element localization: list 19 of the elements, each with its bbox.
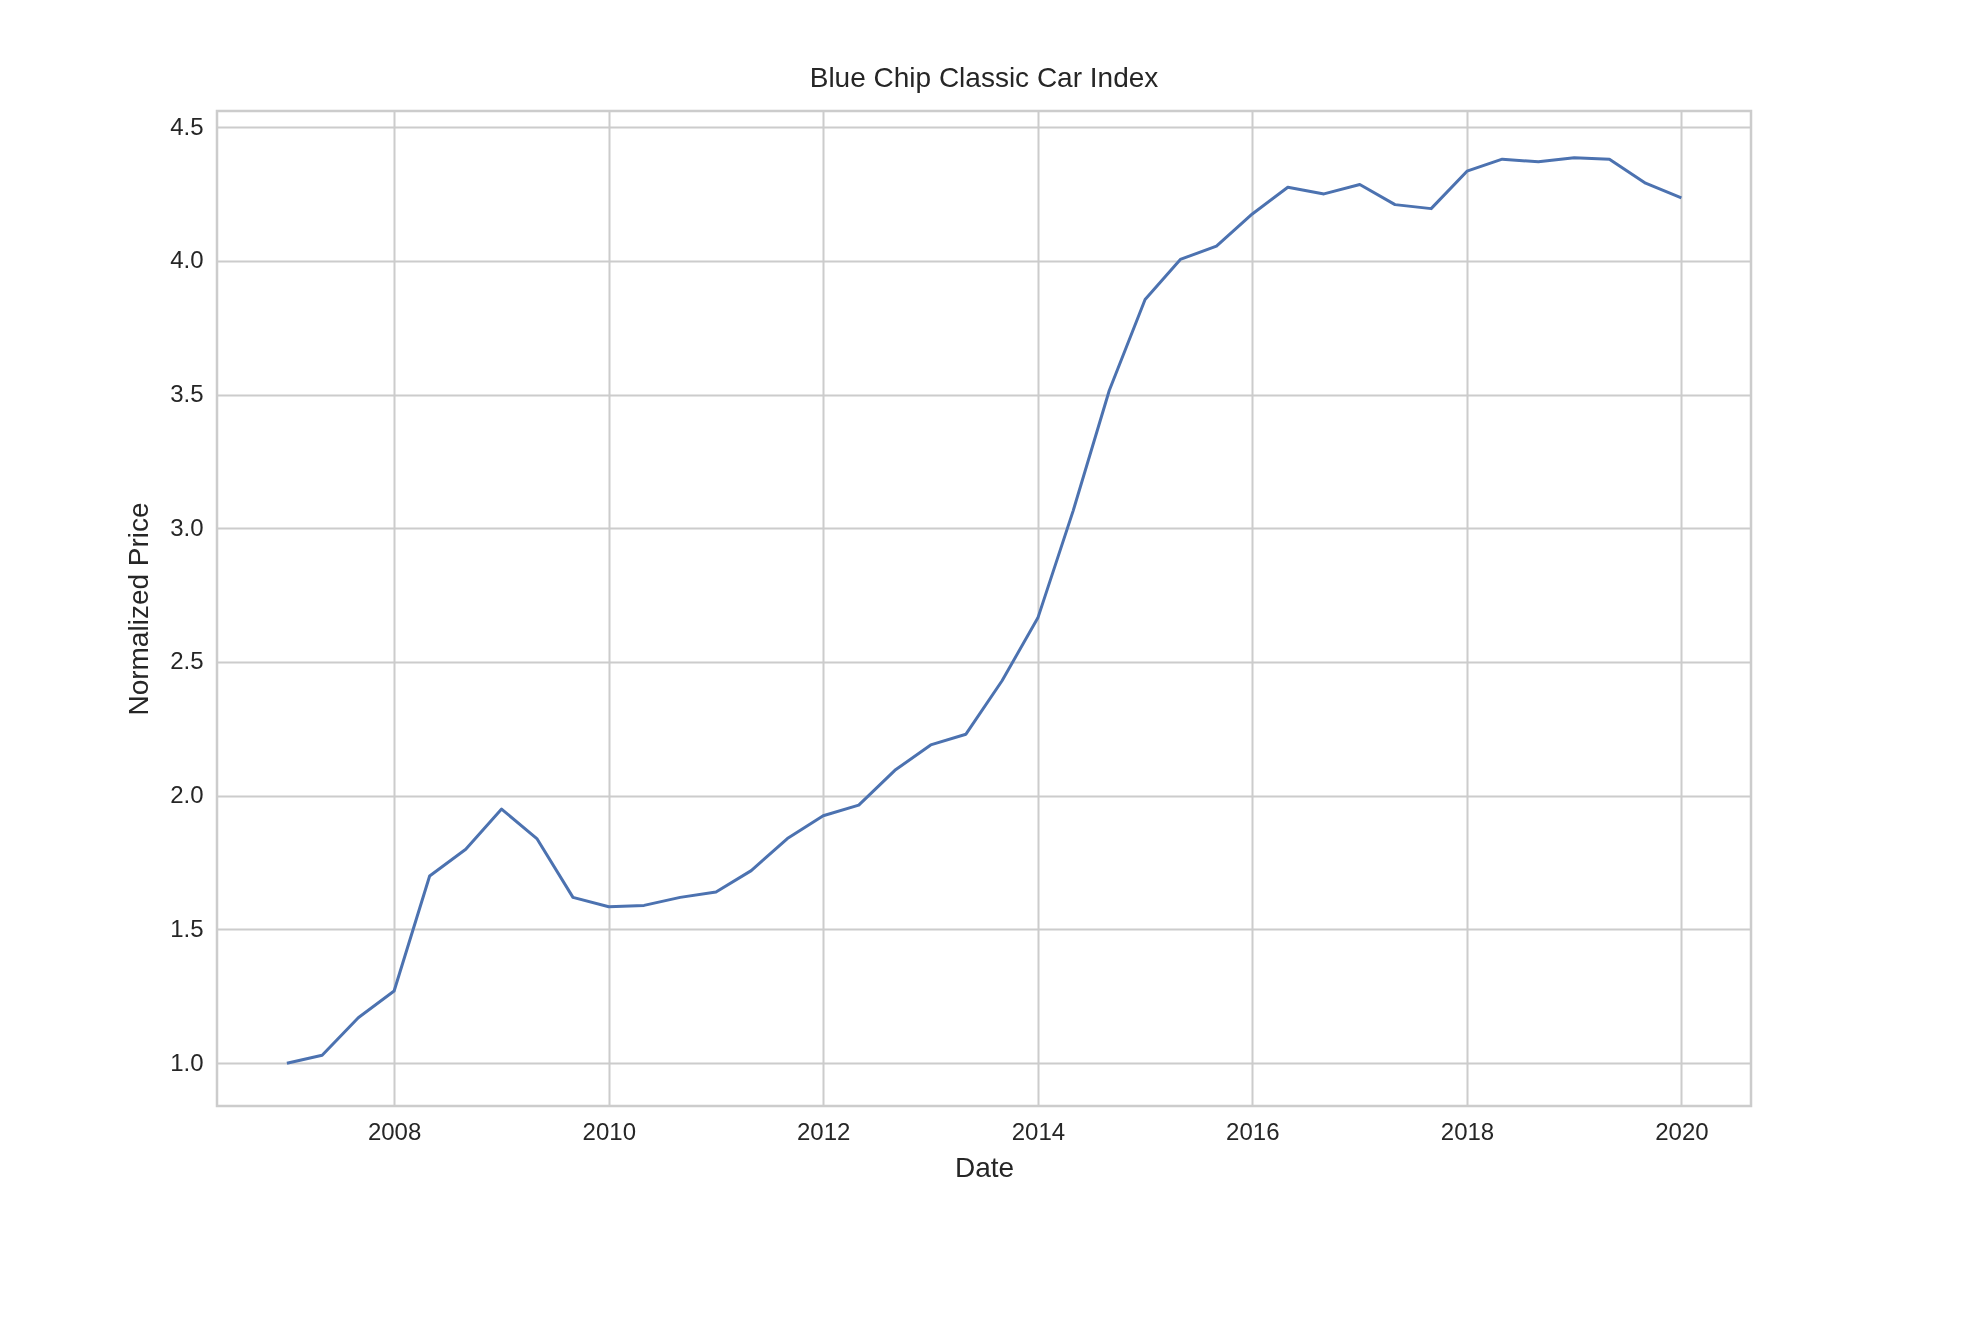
- y-tick-label: 3.5: [170, 380, 204, 408]
- x-tick-label: 2014: [1011, 1117, 1066, 1145]
- y-tick-label: 4.5: [170, 112, 204, 140]
- y-tick-label: 1.0: [170, 1048, 204, 1076]
- chart-title: Blue Chip Classic Car Index: [809, 62, 1159, 93]
- x-tick-label: 2010: [582, 1117, 636, 1145]
- y-tick-label: 4.0: [170, 246, 204, 274]
- y-tick-label: 2.5: [170, 647, 204, 675]
- x-tick-label: 2008: [367, 1117, 422, 1145]
- x-tick-label: 2016: [1226, 1117, 1280, 1145]
- x-tick-label: 2012: [797, 1117, 851, 1145]
- x-tick-label: 2020: [1655, 1117, 1709, 1145]
- line-series: [285, 156, 1683, 1065]
- y-tick-label: 2.0: [170, 781, 204, 809]
- y-axis-title: Normalized Price: [123, 502, 155, 716]
- x-tick-label: 2018: [1440, 1117, 1495, 1145]
- y-tick-label: 3.0: [170, 513, 204, 541]
- y-tick-label: 1.5: [170, 914, 204, 942]
- x-axis-title: Date: [954, 1151, 1015, 1183]
